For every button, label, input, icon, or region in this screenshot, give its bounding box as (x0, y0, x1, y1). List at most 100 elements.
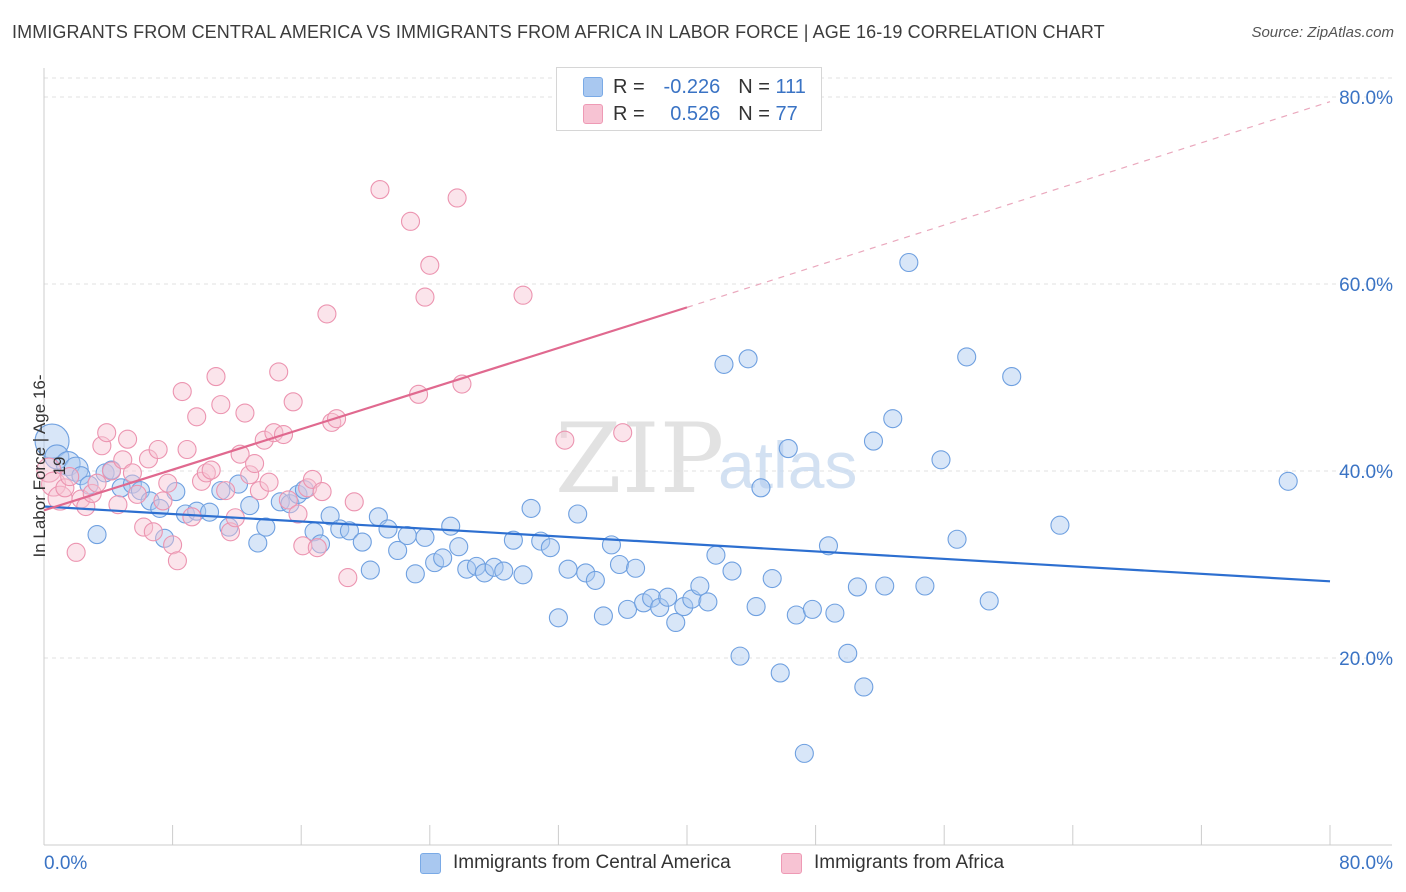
africa-point (513, 285, 533, 305)
central-america-point (818, 536, 839, 556)
central-america-point (540, 538, 560, 558)
africa-point (206, 367, 226, 387)
africa-point (415, 287, 435, 307)
central-america-point (609, 554, 630, 575)
legend-r-value: -0.226 (663, 75, 721, 98)
africa-point (293, 536, 313, 556)
legend-n-value: 111 (775, 75, 806, 98)
central-america-point (838, 643, 858, 663)
central-america-point (558, 559, 578, 579)
africa-point (153, 491, 173, 511)
africa-point (400, 211, 421, 231)
central-america-point (585, 570, 605, 590)
central-america-point (130, 481, 150, 501)
central-america-point (484, 557, 504, 577)
africa-point (370, 180, 390, 200)
legend-n-value: 77 (775, 102, 798, 125)
africa-point (122, 463, 142, 483)
africa-point (307, 538, 327, 558)
africa-point (87, 473, 107, 493)
africa-point (211, 395, 231, 415)
bottom-legend-label: Immigrants from Africa (814, 852, 1005, 873)
legend-row-africa: R = 0.526 N = 77 (583, 102, 798, 126)
source-credit: Source: ZipAtlas.com (1251, 24, 1394, 41)
central-america-trend-line (43, 505, 1331, 583)
central-america-point (915, 576, 935, 596)
africa-point (288, 504, 308, 524)
africa-point (235, 403, 255, 423)
africa-point (97, 423, 117, 443)
africa-point (143, 522, 163, 542)
africa-point (172, 381, 192, 402)
bottom-legend-label: Immigrants from Central America (453, 852, 731, 873)
central-america-point (947, 529, 967, 549)
africa-point (555, 430, 575, 450)
bottom-legend-swatch-pink (781, 852, 802, 874)
africa-point (312, 482, 332, 502)
x-tick-label: 0.0% (44, 853, 87, 874)
africa-point (108, 495, 128, 515)
y-tick-label: 60.0% (1339, 275, 1393, 296)
central-america-point (320, 506, 340, 526)
africa-point (163, 535, 183, 555)
legend-row-central-america: R = -0.226 N = 111 (583, 75, 806, 99)
africa-point (240, 465, 260, 485)
central-america-point (449, 537, 469, 557)
africa-point (249, 481, 269, 501)
central-america-point (738, 349, 758, 369)
chart-title: IMMIGRANTS FROM CENTRAL AMERICA VS IMMIG… (12, 22, 1105, 42)
central-america-point (617, 599, 638, 619)
central-america-point (751, 478, 771, 498)
central-america-point (658, 587, 678, 607)
central-america-point (746, 597, 766, 617)
africa-trend-line (43, 306, 688, 512)
central-america-point (854, 677, 874, 697)
africa-point (216, 481, 236, 501)
central-america-point (762, 568, 782, 589)
central-america-point (415, 527, 435, 547)
correlation-legend: R = -0.226 N = 111 R = 0.526 N = 77 (556, 67, 822, 131)
central-america-point (576, 563, 596, 583)
watermark-atlas: atlas (718, 428, 857, 502)
africa-point (245, 453, 265, 474)
central-america-point (494, 561, 514, 581)
central-america-point (650, 597, 670, 618)
bottom-legend-swatch-blue (420, 852, 441, 874)
watermark-zip: ZIP (555, 403, 724, 515)
y-tick-label: 80.0% (1339, 88, 1393, 109)
central-america-point (503, 530, 523, 550)
central-america-point (931, 450, 951, 470)
y-axis-label: In Labor Force | Age 16-19 (30, 374, 69, 558)
central-america-point (360, 560, 380, 580)
africa-point (201, 460, 221, 480)
central-america-point (979, 591, 999, 611)
central-america-point (698, 592, 718, 612)
legend-n-label: N = (738, 102, 770, 125)
central-america-point (433, 548, 453, 568)
central-america-point (270, 492, 290, 512)
central-america-point (240, 496, 260, 516)
africa-point (127, 484, 147, 504)
central-america-point (847, 577, 867, 597)
central-america-point (87, 525, 107, 545)
central-america-point (706, 545, 726, 565)
africa-point (82, 483, 102, 503)
central-america-point (513, 565, 533, 585)
central-america-point (778, 439, 798, 459)
legend-r-value: 0.526 (670, 102, 721, 125)
central-america-point (378, 519, 398, 539)
africa-point (283, 392, 303, 412)
africa-point (113, 450, 133, 470)
legend-swatch-blue (583, 77, 603, 97)
central-america-point (521, 498, 541, 518)
central-america-point (666, 612, 686, 633)
central-america-point (441, 516, 461, 536)
central-america-point (1050, 515, 1070, 535)
central-america-point (388, 540, 408, 561)
africa-point (167, 551, 187, 571)
x-tick-label: 80.0% (1339, 853, 1393, 874)
africa-point (55, 478, 75, 498)
africa-point (36, 457, 62, 483)
africa-point (420, 255, 440, 275)
